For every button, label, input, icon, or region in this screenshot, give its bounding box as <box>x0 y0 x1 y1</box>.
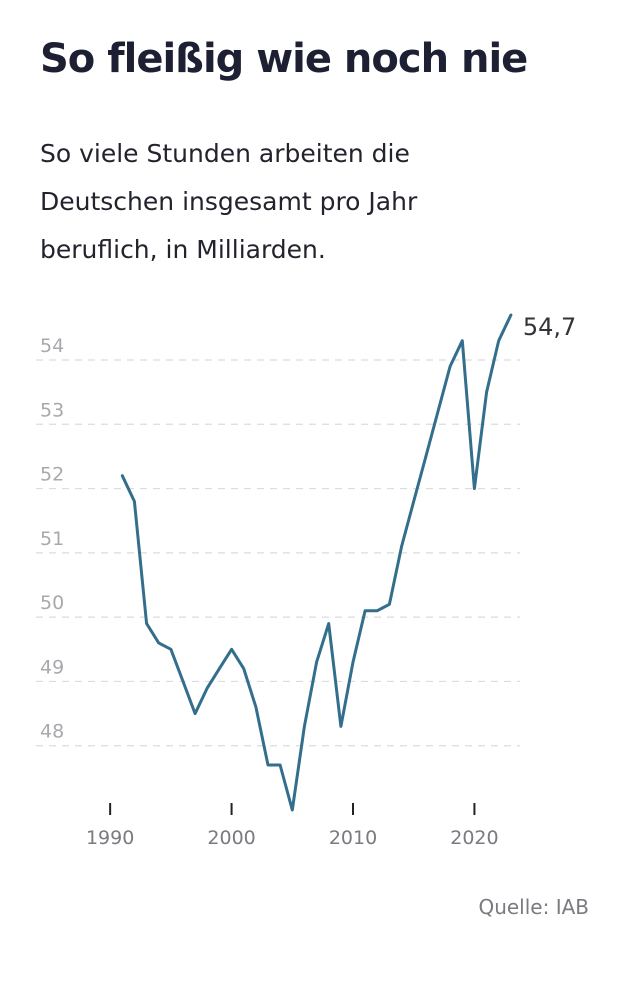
y-tick-label: 50 <box>40 592 64 614</box>
x-tick-label: 2020 <box>450 827 498 849</box>
y-tick-label: 52 <box>40 464 64 486</box>
y-tick-label: 54 <box>40 335 64 357</box>
y-tick-label: 51 <box>40 528 64 550</box>
y-tick-label: 48 <box>40 721 64 743</box>
y-tick-label: 49 <box>40 656 64 678</box>
chart-subtitle: So viele Stunden arbeiten die Deutschen … <box>40 139 418 264</box>
end-value-label: 54,7 <box>523 313 576 341</box>
series-line <box>120 313 513 812</box>
x-tick-label: 1990 <box>86 827 134 849</box>
source-note: Quelle: IAB <box>478 895 589 919</box>
x-tick-label: 2000 <box>207 827 255 849</box>
y-tick-label: 53 <box>40 399 64 421</box>
chart-title: So fleißig wie noch nie <box>40 36 528 82</box>
x-tick-label: 2010 <box>329 827 377 849</box>
